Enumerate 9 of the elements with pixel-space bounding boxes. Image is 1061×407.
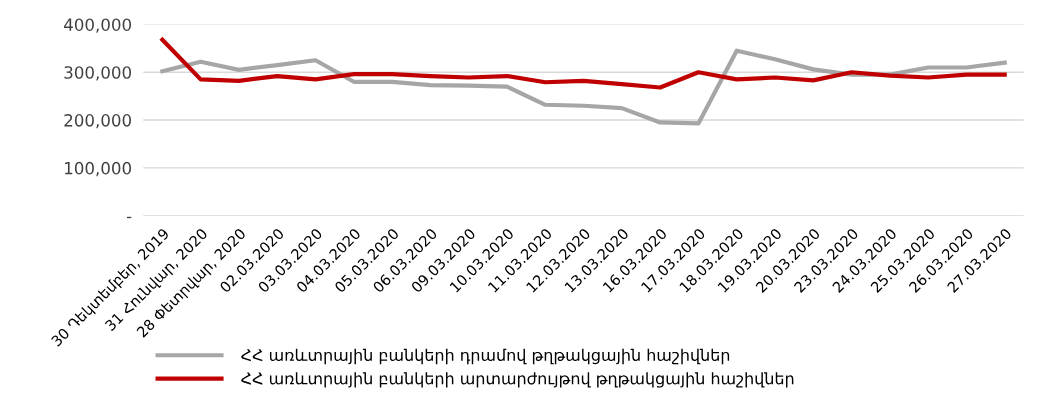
line-series bbox=[160, 48, 1007, 126]
y-tick-label: 200,000 bbox=[64, 114, 132, 129]
y-tick-label: - bbox=[126, 216, 132, 219]
y-tick-label: 300,000 bbox=[64, 66, 132, 81]
y-tick-label: 100,000 bbox=[65, 161, 132, 177]
legend-label: ՀՀ առևտրային բանկերի դրամով թղթակցային հաշիվներ bbox=[241, 348, 730, 365]
line-series bbox=[160, 37, 1007, 90]
y-tick-label: 400,000 bbox=[64, 18, 132, 33]
legend-label: ՀՀ առևտրային բանկերի արտարժույթով թղթակցային հաշիվներ bbox=[241, 372, 794, 388]
